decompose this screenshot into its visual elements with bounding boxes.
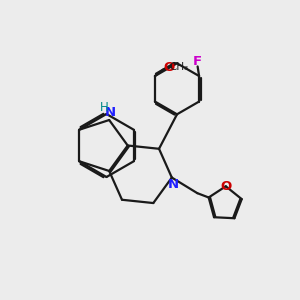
Text: H: H	[99, 101, 108, 114]
Text: N: N	[168, 178, 179, 191]
Text: F: F	[192, 55, 202, 68]
Text: CH₃: CH₃	[169, 62, 189, 72]
Text: O: O	[220, 180, 231, 193]
Text: O: O	[163, 61, 174, 74]
Text: N: N	[105, 106, 116, 119]
